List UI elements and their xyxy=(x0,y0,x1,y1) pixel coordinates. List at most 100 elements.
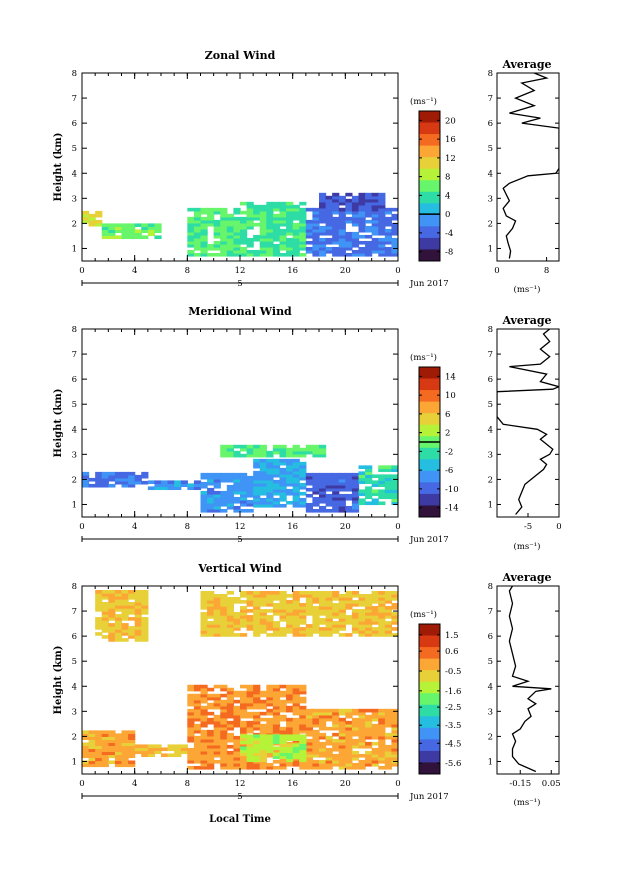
heatmap-cell xyxy=(154,744,162,749)
heatmap-cell xyxy=(207,472,215,477)
heatmap-cell xyxy=(378,213,386,218)
heatmap-cell xyxy=(286,453,294,458)
colorbar-unit: (ms⁻¹) xyxy=(410,96,437,107)
heatmap-cell xyxy=(279,237,287,242)
heatmap-cell xyxy=(220,594,228,598)
heatmap-cell xyxy=(312,487,320,492)
heatmap-cell xyxy=(371,213,379,218)
heatmap-cell xyxy=(378,756,386,761)
heatmap-cell xyxy=(325,249,333,254)
heatmap-cell xyxy=(259,207,267,212)
heatmap-cell xyxy=(292,734,300,739)
heatmap-cell xyxy=(253,621,261,625)
y-axis-label: Height (km) xyxy=(53,389,64,458)
heatmap-cell xyxy=(332,249,340,254)
heatmap-cell xyxy=(345,744,353,749)
heatmap-cell xyxy=(391,603,398,607)
heatmap-cell xyxy=(319,484,327,489)
heatmap-cell xyxy=(220,228,228,233)
heatmap-cell xyxy=(108,736,116,741)
heatmap-cell xyxy=(259,213,267,218)
colorbar-tick-label: -4.5 xyxy=(445,739,461,749)
heatmap-cell xyxy=(246,627,254,631)
heatmap-cell xyxy=(338,729,346,734)
heatmap-cell xyxy=(292,249,300,254)
heatmap-cell xyxy=(279,476,287,481)
heatmap-cell xyxy=(200,738,208,743)
heatmap-cell xyxy=(286,717,294,722)
heatmap-cell xyxy=(325,600,333,604)
heatmap-cell xyxy=(365,594,373,598)
heatmap-cell xyxy=(365,486,373,491)
y-axis-label: Height (km) xyxy=(53,646,64,715)
heatmap-cell xyxy=(365,489,373,494)
heatmap-cell xyxy=(200,505,208,510)
heatmap-cell xyxy=(226,219,235,224)
heatmap-cell xyxy=(351,484,360,489)
heatmap-cell xyxy=(338,624,346,628)
heatmap-cell xyxy=(358,477,366,482)
heatmap-cell xyxy=(207,729,215,734)
heatmap-cell xyxy=(259,453,267,458)
heatmap-cell xyxy=(345,508,353,513)
heatmap-cell xyxy=(266,461,274,466)
heatmap-cell xyxy=(299,714,307,719)
heatmap-cell xyxy=(266,609,274,613)
heatmap-cell xyxy=(286,627,294,631)
heatmap-cell xyxy=(338,744,346,749)
profile-x-tick-label: 0.05 xyxy=(542,779,561,789)
x-axis-label: Local Time xyxy=(209,814,271,825)
heatmap-cell xyxy=(187,207,195,212)
heatmap-cell xyxy=(279,491,287,496)
heatmap-cell xyxy=(108,623,116,627)
heatmap-cell xyxy=(378,219,386,224)
heatmap-cell xyxy=(128,226,136,231)
x-tick-label: 20 xyxy=(340,522,351,532)
heatmap-cell xyxy=(193,213,202,218)
heatmap-cell xyxy=(292,621,300,625)
heatmap-cell xyxy=(272,231,281,236)
heatmap-cell xyxy=(200,231,208,236)
heatmap-cell xyxy=(233,508,241,513)
heatmap-cell xyxy=(371,747,379,752)
colorbar-tick-label: -2.5 xyxy=(445,703,461,713)
heatmap-cell xyxy=(319,496,327,501)
heatmap-cell xyxy=(114,471,123,476)
heatmap-cell xyxy=(312,502,320,507)
heatmap-cell xyxy=(305,708,314,713)
heatmap-cell xyxy=(391,708,398,713)
heatmap-cell xyxy=(233,472,241,477)
heatmap-cell xyxy=(187,240,195,245)
heatmap-cell xyxy=(279,693,287,698)
heatmap-cell xyxy=(338,627,346,631)
heatmap-cell xyxy=(259,711,267,716)
x-tick-label: 4 xyxy=(132,522,137,532)
heatmap-cell xyxy=(246,243,254,248)
heatmap-cell xyxy=(272,249,281,254)
heatmap-cell xyxy=(272,444,281,449)
heatmap-cell xyxy=(266,594,274,598)
heatmap-cell xyxy=(351,240,360,245)
heatmap-cell xyxy=(266,708,274,713)
panel-title: Meridional Wind xyxy=(188,305,292,318)
heatmap-cell xyxy=(292,726,300,731)
heatmap-cell xyxy=(351,195,360,200)
heatmap-cell xyxy=(233,708,241,713)
heatmap-cell xyxy=(134,477,142,482)
heatmap-cell xyxy=(358,753,366,758)
heatmap-cell xyxy=(114,760,123,765)
heatmap-cell xyxy=(246,749,254,754)
heatmap-cell xyxy=(319,475,327,480)
heatmap-cell xyxy=(207,594,215,598)
heatmap-cell xyxy=(345,765,353,770)
heatmap-cell xyxy=(345,711,353,716)
heatmap-cell xyxy=(266,723,274,728)
heatmap-cell xyxy=(233,738,241,743)
heatmap-cell xyxy=(220,711,228,716)
heatmap-cell xyxy=(128,736,136,741)
heatmap-cell xyxy=(371,243,379,248)
heatmap-cell xyxy=(332,756,340,761)
heatmap-cell xyxy=(286,237,294,242)
heatmap-cell xyxy=(226,615,235,619)
colorbar-segment xyxy=(419,390,440,403)
